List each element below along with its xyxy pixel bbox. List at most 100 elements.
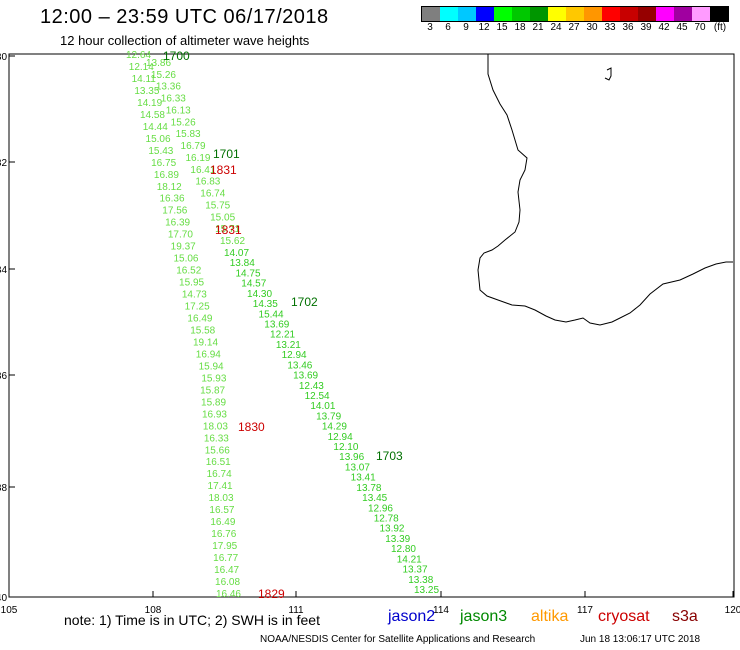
swh-value: 12.54 <box>305 391 330 402</box>
swh-value: 14.01 <box>310 401 335 412</box>
legend-label: 70 <box>694 22 706 33</box>
legend-swatch <box>620 7 638 21</box>
footer-timestamp: Jun 18 13:06:17 UTC 2018 <box>580 634 701 645</box>
footer-credit: NOAA/NESDIS Center for Satellite Applica… <box>260 634 536 645</box>
swh-value: 14.35 <box>253 299 278 310</box>
swh-value: 17.70 <box>168 230 193 241</box>
swh-value: 13.25 <box>414 585 439 596</box>
lon-label: 120 <box>725 605 740 616</box>
swh-value: 16.79 <box>181 141 206 152</box>
swh-value: 16.49 <box>187 314 212 325</box>
swh-value: 15.26 <box>171 117 196 128</box>
lat-label: -30 <box>0 52 7 63</box>
swh-value: 16.57 <box>209 505 234 516</box>
swh-value: 15.93 <box>201 373 226 384</box>
swh-value: 12.10 <box>333 442 358 453</box>
swh-value: 16.52 <box>176 266 201 277</box>
lat-label: -36 <box>0 371 7 382</box>
swh-value: 14.21 <box>397 554 422 565</box>
legend-label: 45 <box>676 22 688 33</box>
swh-value: 18.03 <box>203 421 228 432</box>
swh-value: 14.75 <box>236 268 261 279</box>
swh-value: 15.95 <box>179 278 204 289</box>
swh-value: 16.77 <box>213 553 238 564</box>
lat-label: -38 <box>0 483 7 494</box>
swh-value: 16.46 <box>216 589 241 600</box>
legend-swatch <box>476 7 494 21</box>
swh-value: 15.71 <box>215 224 240 235</box>
axis-ticks: -30 -32 -34 -36 -38 -40105 108 111 114 117 120 <box>0 52 740 616</box>
swh-value: 16.75 <box>151 158 176 169</box>
swh-value: 17.95 <box>212 541 237 552</box>
swh-value: 15.26 <box>151 70 176 81</box>
swh-value: 15.58 <box>190 325 215 336</box>
satellite-label: jason2 <box>388 608 436 625</box>
swh-value: 12.43 <box>299 381 324 392</box>
swh-value: 13.41 <box>351 473 376 484</box>
swh-value: 18.03 <box>208 493 233 504</box>
swh-value: 14.44 <box>143 122 168 133</box>
legend-swatch <box>584 7 602 21</box>
legend-swatch <box>548 7 566 21</box>
swh-value: 16.74 <box>207 469 232 480</box>
time-label: 1831 <box>215 223 242 237</box>
swh-value: 13.36 <box>156 82 181 93</box>
swh-value: 13.38 <box>408 575 433 586</box>
lon-label: 111 <box>288 605 304 616</box>
lon-label: 108 <box>145 605 162 616</box>
swh-value: 15.62 <box>220 236 245 247</box>
swh-value: 15.75 <box>205 200 230 211</box>
legend-label: 30 <box>586 22 598 33</box>
swh-value: 13.07 <box>345 462 370 473</box>
swh-value: 13.78 <box>356 483 381 494</box>
time-label: 1830 <box>238 420 265 434</box>
lon-label: 105 <box>1 605 18 616</box>
swh-value: 16.33 <box>204 433 229 444</box>
legend-label: 33 <box>604 22 616 33</box>
swh-value: 16.36 <box>160 194 185 205</box>
legend-swatch <box>512 7 530 21</box>
swh-value: 16.93 <box>202 409 227 420</box>
coastline-inlet <box>604 67 612 81</box>
legend-label: 3 <box>427 22 433 33</box>
swh-value: 13.21 <box>276 340 301 351</box>
legend-swatch <box>602 7 620 21</box>
swh-value: 14.19 <box>137 98 162 109</box>
satellite-label: altika <box>531 608 569 625</box>
swh-value: 19.14 <box>193 337 218 348</box>
lon-label: 114 <box>433 605 449 616</box>
track-labels: 12.6412.1414.1113.3514.1914.5814.4415.06… <box>126 49 439 601</box>
swh-value: 15.87 <box>200 385 225 396</box>
swh-value: 16.83 <box>195 177 220 188</box>
swh-value: 14.57 <box>241 279 266 290</box>
swh-value: 12.14 <box>129 62 154 73</box>
lat-label: -34 <box>0 265 7 276</box>
swh-value: 15.44 <box>259 309 284 320</box>
swh-value: 16.49 <box>210 517 235 528</box>
swh-value: 13.92 <box>379 524 404 535</box>
swh-value: 12.94 <box>328 432 353 443</box>
coastline <box>477 54 733 326</box>
swh-value: 16.39 <box>165 218 190 229</box>
legend-label: 15 <box>496 22 508 33</box>
swh-value: 15.43 <box>148 146 173 157</box>
color-legend-labels: 3 6 9 12 15 18 21 24 27 30 33 36 39 42 45 70 (ft) <box>421 22 731 33</box>
swh-value: 18.12 <box>157 182 182 193</box>
swh-value: 17.56 <box>162 206 187 217</box>
swh-value: 15.89 <box>201 397 226 408</box>
swh-value: 12.78 <box>374 514 399 525</box>
color-legend <box>421 6 729 22</box>
legend-swatch <box>674 7 692 21</box>
swh-value: 16.47 <box>214 565 239 576</box>
swh-value: 13.86 <box>146 58 171 69</box>
swh-value: 14.58 <box>140 110 165 121</box>
legend-label: 9 <box>463 22 469 33</box>
satellite-label: s3a <box>672 608 698 625</box>
time-label: 1831 <box>210 163 237 177</box>
swh-value: 17.41 <box>208 481 233 492</box>
swh-value: 16.51 <box>206 457 231 468</box>
lon-label: 117 <box>577 605 593 616</box>
legend-swatch <box>422 7 440 21</box>
swh-value: 13.45 <box>362 493 387 504</box>
